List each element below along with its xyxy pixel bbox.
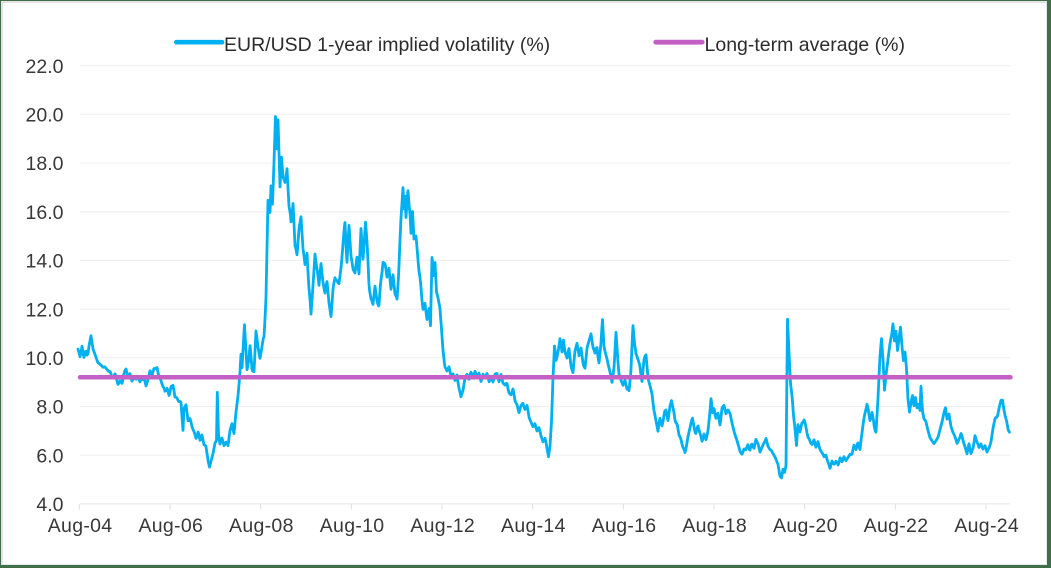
- svg-text:Aug-16: Aug-16: [592, 515, 657, 537]
- svg-text:Aug-10: Aug-10: [320, 515, 385, 537]
- svg-text:Aug-24: Aug-24: [954, 515, 1019, 537]
- svg-text:6.0: 6.0: [36, 445, 63, 467]
- svg-text:Aug-20: Aug-20: [773, 515, 838, 537]
- svg-text:Aug-04: Aug-04: [48, 515, 113, 537]
- svg-text:Long-term average (%): Long-term average (%): [705, 34, 906, 56]
- svg-text:Aug-14: Aug-14: [501, 515, 566, 537]
- svg-text:Aug-18: Aug-18: [682, 515, 747, 537]
- svg-text:Aug-22: Aug-22: [864, 515, 929, 537]
- svg-text:EUR/USD 1-year implied volatil: EUR/USD 1-year implied volatility (%): [224, 34, 550, 56]
- svg-text:20.0: 20.0: [26, 105, 64, 127]
- svg-text:8.0: 8.0: [36, 397, 63, 419]
- svg-text:16.0: 16.0: [26, 202, 64, 224]
- svg-text:4.0: 4.0: [36, 494, 63, 516]
- svg-text:10.0: 10.0: [26, 348, 64, 370]
- svg-text:12.0: 12.0: [26, 299, 64, 321]
- svg-text:14.0: 14.0: [26, 251, 64, 273]
- svg-text:Aug-12: Aug-12: [410, 515, 475, 537]
- svg-text:Aug-06: Aug-06: [138, 515, 203, 537]
- svg-text:Aug-08: Aug-08: [229, 515, 294, 537]
- svg-text:18.0: 18.0: [26, 153, 64, 175]
- svg-text:22.0: 22.0: [26, 56, 64, 78]
